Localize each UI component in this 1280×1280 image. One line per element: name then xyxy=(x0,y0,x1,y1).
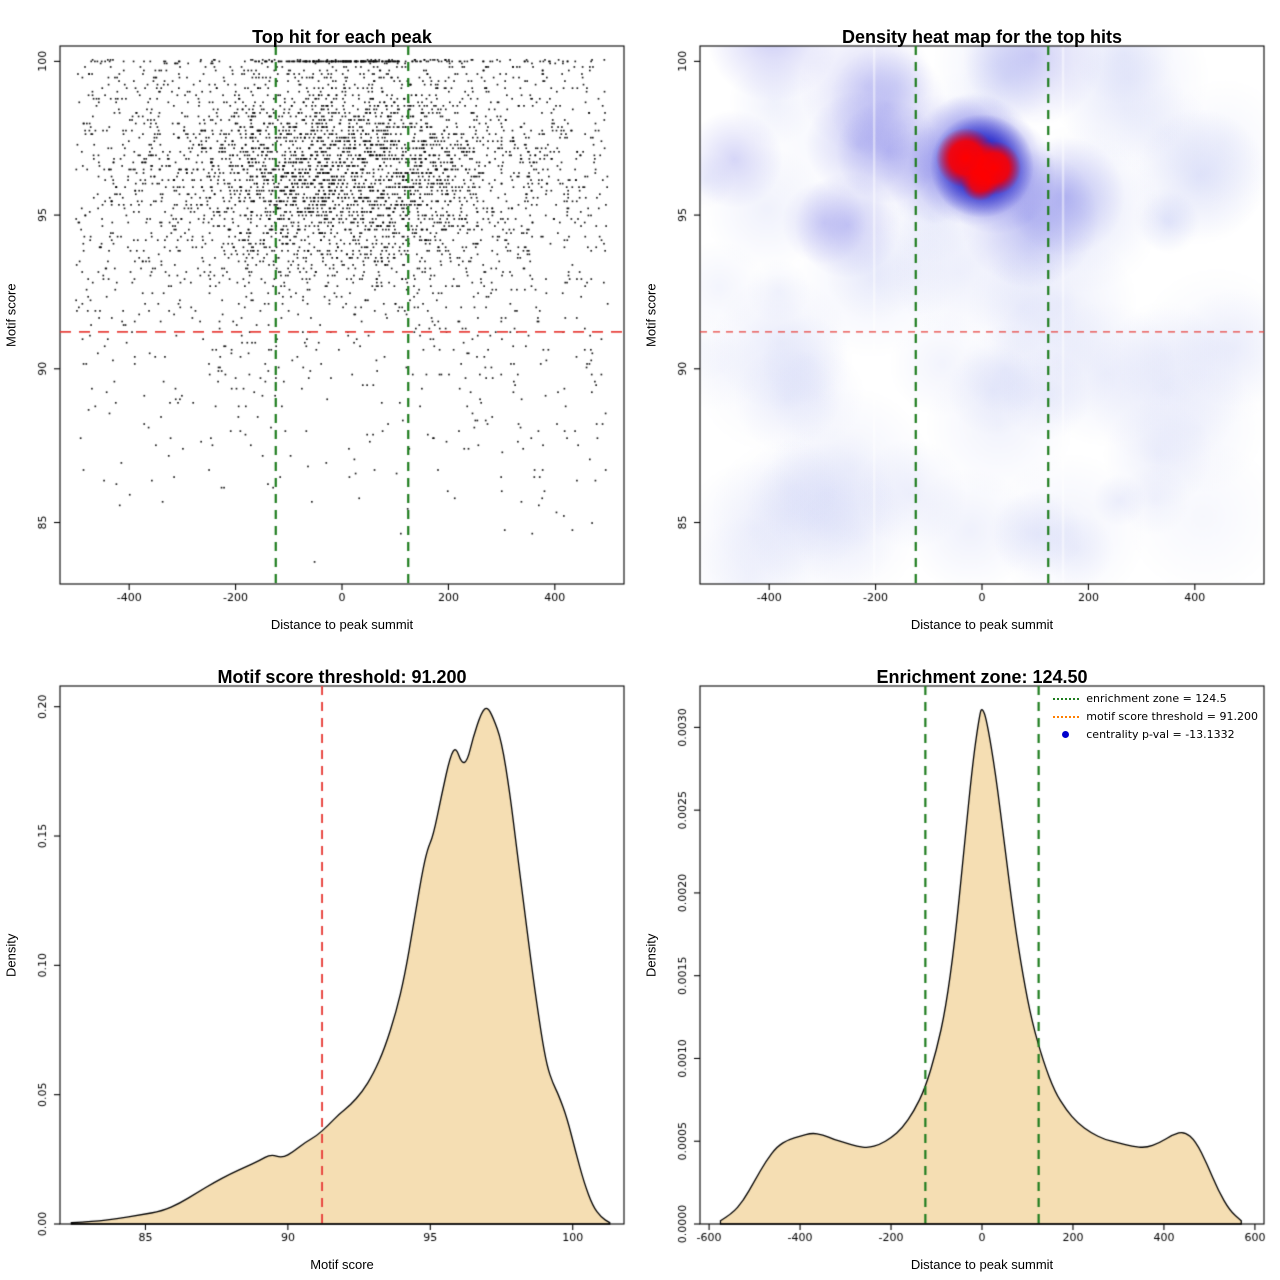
scatter-plot-canvas xyxy=(0,0,640,640)
score-density-xlabel: Motif score xyxy=(310,1257,374,1272)
distance-density-title: Enrichment zone: 124.50 xyxy=(876,666,1088,687)
heatmap-xlabel: Distance to peak summit xyxy=(910,617,1054,632)
legend-item-enrichment-zone: enrichment zone = 124.5 xyxy=(1053,692,1258,705)
heatmap-title: Density heat map for the top hits xyxy=(841,26,1123,47)
blue-point-swatch xyxy=(1062,731,1070,738)
scatter-title: Top hit for each peak xyxy=(252,26,432,47)
distance-density-xlabel: Distance to peak summit xyxy=(910,1257,1054,1272)
panel-scatter: Top hit for each peak Distance to peak s… xyxy=(0,0,640,640)
orange-dotted-line-swatch xyxy=(1053,715,1080,718)
heatmap-plot-canvas xyxy=(640,0,1280,640)
green-dotted-line-swatch xyxy=(1053,697,1080,700)
legend-item-motif-score-threshold: motif score threshold = 91.200 xyxy=(1053,710,1258,723)
score-density-plot-canvas xyxy=(0,640,640,1280)
legend: enrichment zone = 124.5 motif score thre… xyxy=(1053,692,1258,741)
score-density-ylabel: Density xyxy=(3,933,19,977)
scatter-xlabel: Distance to peak summit xyxy=(270,617,414,632)
score-density-title: Motif score threshold: 91.200 xyxy=(217,666,467,687)
panel-heatmap: Density heat map for the top hits Distan… xyxy=(640,0,1280,640)
panel-distance-density: Enrichment zone: 124.50 Distance to peak… xyxy=(640,640,1280,1280)
scatter-ylabel: Motif score xyxy=(3,283,19,347)
legend-item-centrality-pval: centrality p-val = -13.1332 xyxy=(1053,728,1258,741)
legend-label-motif-score-threshold: motif score threshold = 91.200 xyxy=(1086,710,1258,723)
panel-score-density: Motif score threshold: 91.200 Motif scor… xyxy=(0,640,640,1280)
legend-label-enrichment-zone: enrichment zone = 124.5 xyxy=(1086,692,1227,705)
distance-density-ylabel: Density xyxy=(643,933,659,977)
legend-label-centrality-pval: centrality p-val = -13.1332 xyxy=(1086,728,1235,741)
distance-density-plot-canvas xyxy=(640,640,1280,1280)
heatmap-ylabel: Motif score xyxy=(643,283,659,347)
